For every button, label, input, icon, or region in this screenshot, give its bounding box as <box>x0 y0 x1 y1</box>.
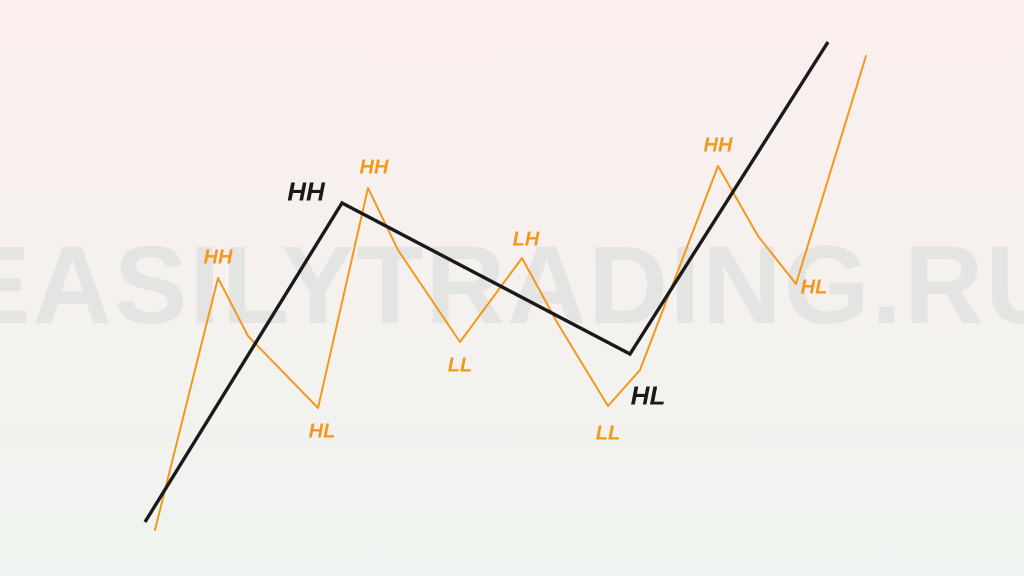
chart-lines <box>0 0 1024 576</box>
minor-label-0: HH <box>204 247 233 270</box>
minor-label-3: LL <box>448 355 472 378</box>
chart-canvas: EASILYTRADING.RU HHHLHHLLLHLLHHHLHHHL <box>0 0 1024 576</box>
minor-label-5: LL <box>596 423 620 446</box>
minor-label-4: LH <box>513 229 540 252</box>
minor-label-6: HH <box>704 135 733 158</box>
main-label-1: HL <box>631 381 666 412</box>
minor-label-7: HL <box>801 277 828 300</box>
minor-label-1: HL <box>309 421 336 444</box>
major-trend-line <box>145 42 828 522</box>
minor-label-2: HH <box>360 157 389 180</box>
main-label-0: HH <box>287 177 325 208</box>
